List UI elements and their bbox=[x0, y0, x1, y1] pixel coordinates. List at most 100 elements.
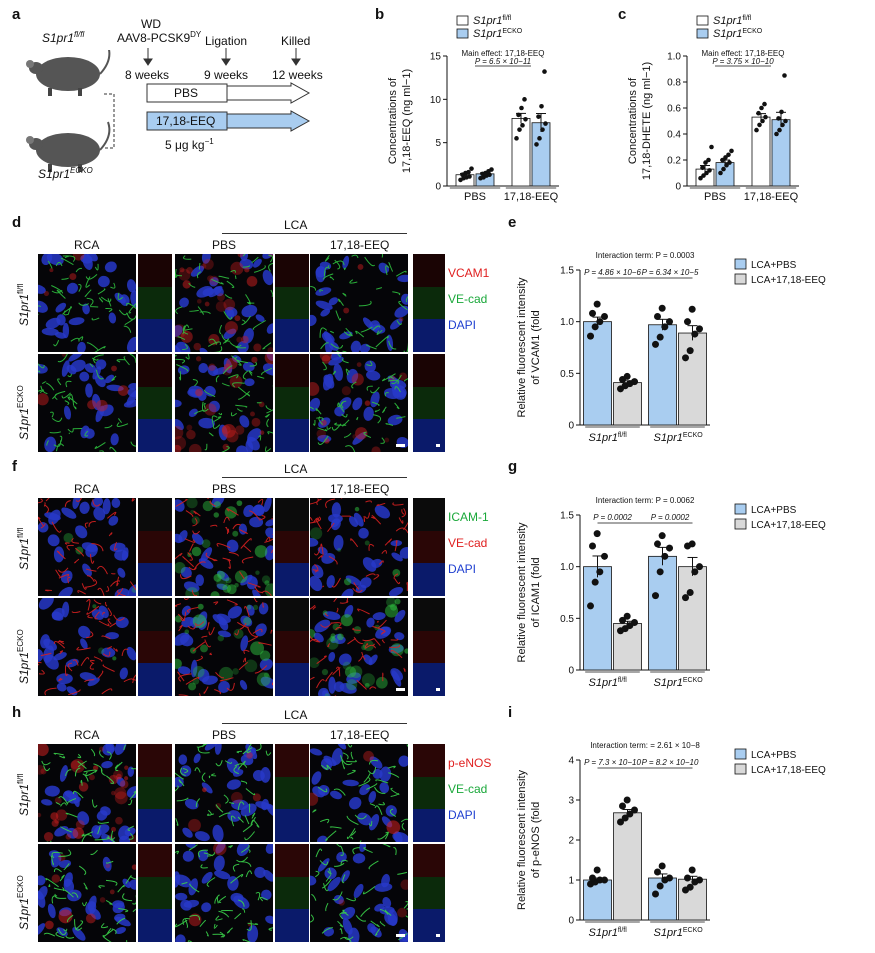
channel-strip bbox=[275, 386, 309, 420]
micrograph-tile bbox=[38, 354, 136, 452]
micrograph-f-r1-c2 bbox=[310, 598, 408, 696]
data-point bbox=[757, 122, 762, 128]
data-point bbox=[623, 372, 631, 380]
micrograph-h-r1-c0 bbox=[38, 844, 136, 942]
data-point bbox=[619, 802, 626, 810]
annotation-p-value: P = 6.34 × 10−5 bbox=[642, 268, 699, 277]
micrograph-tile bbox=[175, 598, 273, 696]
data-point bbox=[780, 122, 785, 128]
aav-label: AAV8-PCSK9DY bbox=[117, 30, 202, 45]
data-point bbox=[517, 127, 522, 132]
header-rca: RCA bbox=[74, 728, 100, 742]
y-tick-label: 0 bbox=[568, 916, 574, 927]
chart-svg-c: 0 0.2 0.4 0.6 0.8 1.0 Concentrations of 17,18-D… bbox=[627, 15, 799, 203]
stain-label: p-eNOS bbox=[448, 756, 492, 770]
scale-bar bbox=[396, 934, 405, 937]
legend-label: LCA+PBS bbox=[751, 260, 797, 271]
data-point bbox=[782, 73, 787, 78]
data-point bbox=[718, 170, 723, 176]
stain-label: ICAM-1 bbox=[448, 510, 489, 524]
scale-bar bbox=[436, 688, 440, 691]
micrograph-tile bbox=[38, 598, 136, 696]
y-tick-label: 0.8 bbox=[667, 78, 681, 89]
data-point bbox=[709, 144, 714, 150]
channel-strip bbox=[275, 530, 309, 564]
stain-label: VCAM1 bbox=[448, 266, 490, 280]
chart-svg-g: 0 0.5 1.0 1.5 Relative fluorescent intensity… bbox=[516, 496, 826, 689]
legend-swatch bbox=[456, 15, 469, 26]
channel-strip bbox=[413, 776, 445, 810]
svg-text:Relative fluorescent intensity: Relative fluorescent intensity bbox=[516, 769, 528, 910]
channel-strip bbox=[413, 844, 445, 877]
data-point bbox=[759, 105, 764, 111]
channel-strip bbox=[413, 286, 445, 320]
y-tick-label: 0 bbox=[568, 666, 574, 677]
data-point bbox=[619, 616, 626, 624]
channel-strip bbox=[275, 598, 309, 631]
bar-e-1-1 bbox=[678, 332, 707, 426]
data-point bbox=[601, 876, 608, 884]
bar-i-0-1 bbox=[613, 812, 642, 921]
annotation-p-value: P = 0.0002 bbox=[651, 513, 690, 522]
channel-strip bbox=[138, 876, 172, 910]
data-point bbox=[537, 136, 542, 141]
data-point bbox=[543, 121, 548, 126]
data-point bbox=[658, 532, 666, 540]
time-9-weeks: 9 weeks bbox=[204, 68, 249, 82]
panel-letter-h: h bbox=[12, 704, 22, 721]
data-point bbox=[686, 883, 694, 891]
data-point bbox=[682, 354, 689, 362]
channel-strip bbox=[138, 498, 172, 531]
category-label: PBS bbox=[704, 191, 726, 203]
channel-strip bbox=[138, 630, 172, 664]
chart-e: 0 0.5 1.0 1.5 Relative fluorescent intensity… bbox=[508, 230, 875, 455]
header-rca: RCA bbox=[74, 482, 100, 496]
channel-strip-h-r0-0 bbox=[138, 744, 172, 842]
bar-i-0-0 bbox=[583, 879, 612, 921]
data-point bbox=[691, 330, 699, 338]
data-point bbox=[631, 806, 638, 814]
stain-label: VE-cad bbox=[448, 782, 488, 796]
channel-strip bbox=[138, 744, 172, 777]
stain-label: VE-cad bbox=[448, 292, 488, 306]
annotation-interaction: Interaction term: = 2.61 × 10−8 bbox=[590, 741, 700, 750]
data-point bbox=[696, 563, 703, 571]
channel-strip bbox=[413, 909, 445, 942]
genotype-label-floxed: S1pr1fl/fl bbox=[16, 773, 31, 816]
data-point bbox=[469, 166, 474, 171]
y-tick-label: 3 bbox=[568, 796, 574, 807]
data-point bbox=[762, 101, 767, 107]
category-label: 17,18-EEQ bbox=[504, 191, 559, 203]
channel-strip-f-r1-0 bbox=[138, 598, 172, 696]
data-point bbox=[661, 552, 669, 560]
data-point bbox=[688, 540, 696, 548]
data-point bbox=[706, 157, 711, 163]
legend-label: S1pr1fl/fl bbox=[473, 15, 512, 27]
genotype-label-ecko: S1pr1ECKO bbox=[16, 875, 31, 930]
chart-svg-b: 0 5 10 15 Concentrations of 17,18-EEQ (ng ml−… bbox=[387, 15, 559, 203]
scale-bar bbox=[396, 688, 405, 691]
category-label: PBS bbox=[464, 191, 486, 203]
channel-strip-f-r0 bbox=[413, 498, 445, 596]
channel-strip-d-r0 bbox=[413, 254, 445, 352]
micrograph-panel-h: RCA LCA PBS 17,18-EEQ S1pr1fl/fl S1pr1ECKO p-e… bbox=[0, 708, 500, 948]
category-label: S1pr1fl/fl bbox=[589, 432, 628, 444]
data-point bbox=[696, 876, 703, 884]
y-axis-label-c: Concentrations of 17,18-DHETE (ng ml−1) bbox=[627, 62, 653, 180]
data-point bbox=[587, 332, 594, 340]
channel-strip bbox=[138, 386, 172, 420]
channel-strip bbox=[138, 354, 172, 387]
channel-strip-h-r0-1 bbox=[275, 744, 309, 842]
annotation-main-effect: Main effect: 17,18-EEQ bbox=[701, 49, 784, 58]
y-tick-label: 2 bbox=[568, 836, 574, 847]
data-point bbox=[591, 578, 599, 586]
micrograph-d-r1-c0 bbox=[38, 354, 136, 452]
data-point bbox=[720, 157, 725, 163]
data-point bbox=[652, 592, 659, 600]
stain-label: VE-cad bbox=[448, 536, 488, 550]
channel-strip bbox=[413, 254, 445, 287]
channel-strip bbox=[275, 254, 309, 287]
channel-strip-d-r0-1 bbox=[275, 254, 309, 352]
channel-strip bbox=[275, 744, 309, 777]
legend-swatch bbox=[734, 258, 747, 270]
